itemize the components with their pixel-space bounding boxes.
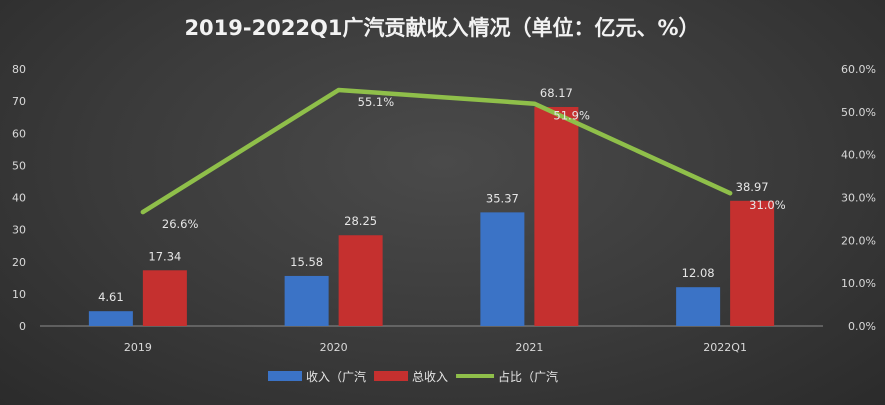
line-data-label: 31.0% <box>749 198 786 212</box>
x-tick-label: 2022Q1 <box>703 341 747 354</box>
y-left-tick-label: 70 <box>12 95 26 108</box>
y-right-tick-label: 40.0% <box>841 149 876 162</box>
y-right-tick-label: 30.0% <box>841 192 876 205</box>
bar-guangqi <box>480 212 525 326</box>
y-left-tick-label: 60 <box>12 127 26 140</box>
y-right-tick-label: 0.0% <box>848 320 876 333</box>
line-point <box>336 87 341 92</box>
bar-guangqi <box>88 311 133 326</box>
data-labels: 4.61 15.58 35.37 12.08 17.34 28.25 68.17 38.97 2… <box>98 86 786 304</box>
y-right-tick-label: 10.0% <box>841 277 876 290</box>
bar-guangqi <box>676 287 721 326</box>
line-point <box>728 191 733 196</box>
bar-data-label: 68.17 <box>540 86 573 100</box>
x-tick-label: 2021 <box>515 341 543 354</box>
y-left-tick-label: 30 <box>12 224 26 237</box>
y-left-tick-label: 10 <box>12 288 26 301</box>
y-right-tick-label: 60.0% <box>841 63 876 76</box>
y-left-tick-label: 40 <box>12 192 26 205</box>
y-left-tick-label: 0 <box>19 320 26 333</box>
line-point <box>140 210 145 215</box>
line-data-label: 55.1% <box>358 95 395 109</box>
bar-data-label: 12.08 <box>682 266 715 280</box>
bar-total <box>730 200 775 326</box>
legend-label: 占比（广汽 <box>498 369 558 384</box>
y-right-tick-label: 50.0% <box>841 106 876 119</box>
bar-data-label: 38.97 <box>736 180 769 194</box>
bar-total <box>338 235 383 326</box>
legend-label: 收入（广汽 <box>306 369 366 384</box>
y-left-tick-label: 20 <box>12 256 26 269</box>
bar-data-label: 17.34 <box>148 249 181 263</box>
legend-swatch <box>268 371 302 381</box>
line-point <box>532 101 537 106</box>
legend-swatch <box>374 371 409 381</box>
legend: 收入（广汽 总收入 占比（广汽 <box>268 369 558 384</box>
bar-data-label: 4.61 <box>98 290 124 304</box>
bar-data-label: 35.37 <box>486 191 519 205</box>
legend-label: 总收入 <box>412 370 448 384</box>
chart-title: 2019-2022Q1广汽贡献收入情况（单位：亿元、%） <box>184 16 699 40</box>
bar-data-label: 15.58 <box>290 255 323 269</box>
x-tick-label: 2020 <box>320 341 348 354</box>
bar-guangqi <box>284 275 329 326</box>
bar-total <box>534 107 579 326</box>
bar-total <box>142 270 187 326</box>
axes: 0 10 20 30 40 50 60 70 80 0.0% 10.0% 20.0% 30.0% 40.0… <box>12 63 876 354</box>
line-series <box>140 87 733 215</box>
bar-data-label: 28.25 <box>344 214 377 228</box>
y-left-tick-label: 50 <box>12 159 26 172</box>
x-tick-label: 2019 <box>124 341 152 354</box>
line-share <box>140 87 733 215</box>
y-left-tick-label: 80 <box>12 63 26 76</box>
line-data-label: 26.6% <box>162 217 199 231</box>
bars <box>88 107 775 326</box>
line-data-label: 51.9% <box>553 109 590 123</box>
y-right-tick-label: 20.0% <box>841 234 876 247</box>
